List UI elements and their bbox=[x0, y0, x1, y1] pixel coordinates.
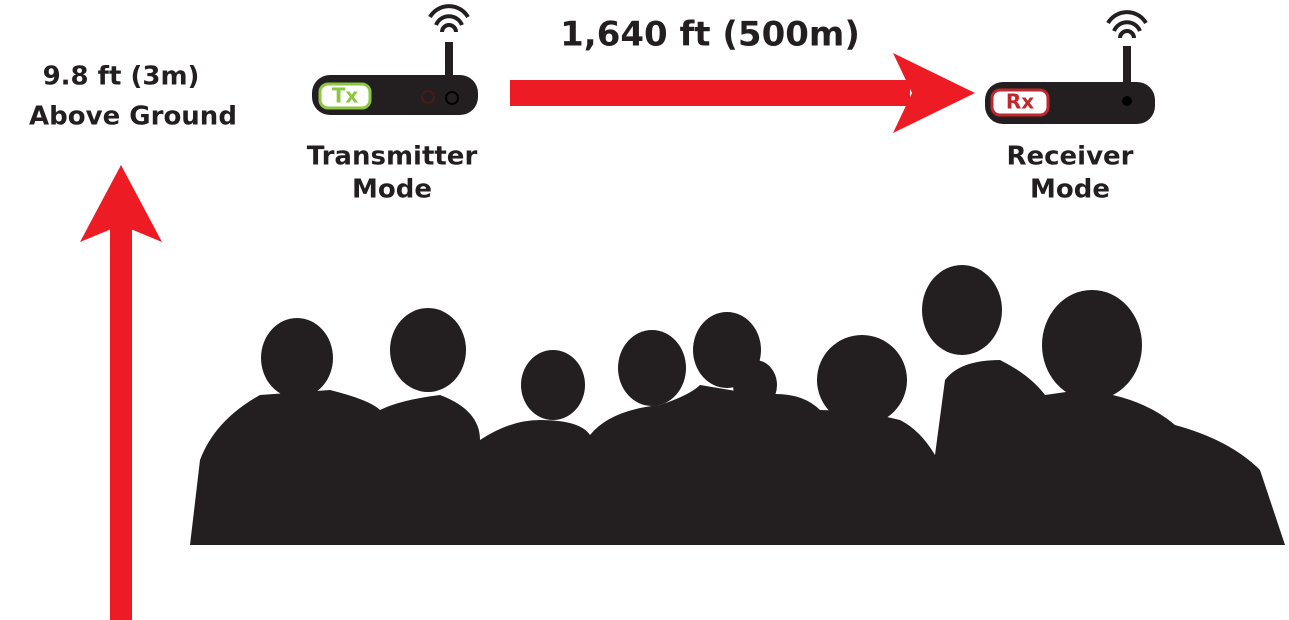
height-arrow bbox=[80, 165, 162, 620]
height-label: Above Ground bbox=[29, 102, 237, 132]
transmitter-label: Transmitter bbox=[307, 142, 478, 172]
crowd-silhouette bbox=[190, 265, 1285, 545]
receiver-label: Mode bbox=[1030, 175, 1110, 205]
diagram: 9.8 ft (3m) Above Ground 1,640 ft (500m)… bbox=[0, 0, 1289, 620]
tx-badge: Tx bbox=[332, 84, 359, 108]
receiver-label: Receiver bbox=[1006, 142, 1133, 172]
rx-badge: Rx bbox=[1006, 90, 1034, 114]
receiver-device: Rx bbox=[985, 12, 1155, 124]
distance-label: 1,640 ft (500m) bbox=[560, 15, 860, 55]
height-label: 9.8 ft (3m) bbox=[43, 62, 200, 92]
distance-arrow bbox=[510, 53, 975, 133]
transmitter-device: Tx bbox=[312, 6, 478, 115]
transmitter-label: Mode bbox=[352, 175, 432, 205]
